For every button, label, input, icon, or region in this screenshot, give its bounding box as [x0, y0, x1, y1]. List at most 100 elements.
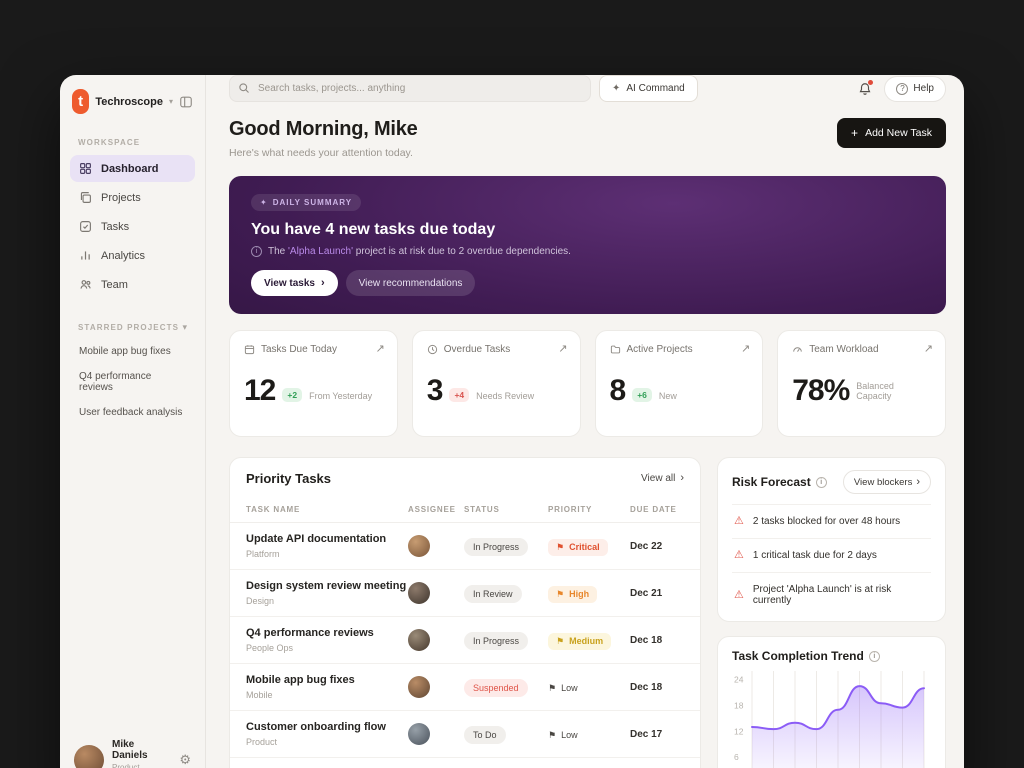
risk-item: ⚠ 2 tasks blocked for over 48 hours [732, 504, 931, 538]
warning-icon: ⚠ [734, 515, 744, 527]
sidebar-item-label: Dashboard [101, 162, 159, 175]
status-badge: In Progress [464, 537, 529, 556]
starred-project-item[interactable]: User feedback analysis [79, 407, 183, 418]
sidebar-item-dashboard[interactable]: Dashboard [70, 155, 195, 182]
sidebar-item-label: Tasks [101, 220, 130, 233]
table-row[interactable]: Q4 performance reviews People Ops In Prog… [230, 617, 700, 664]
add-task-label: Add New Task [865, 127, 932, 139]
avatar [408, 723, 430, 745]
notification-dot [868, 79, 874, 85]
risk-item: ⚠ 1 critical task due for 2 days [732, 538, 931, 572]
question-icon: ? [896, 82, 909, 95]
svg-text:24: 24 [734, 675, 744, 685]
gear-icon[interactable]: ⚙ [179, 752, 191, 767]
view-tasks-button[interactable]: View tasks › [251, 270, 338, 296]
trend-chart: 24 18 12 6 [734, 671, 925, 768]
due-date: Dec 21 [630, 587, 663, 599]
clock-icon [427, 344, 438, 355]
team-icon [79, 278, 92, 291]
due-date: Dec 22 [630, 540, 663, 552]
sidebar-item-analytics[interactable]: Analytics [70, 242, 195, 269]
status-badge: In Review [464, 584, 522, 603]
due-date: Dec 18 [630, 681, 663, 693]
sidebar-item-tasks[interactable]: Tasks [70, 213, 195, 240]
external-arrow-icon[interactable]: ↗ [558, 343, 568, 355]
table-row[interactable]: Security audit preparation In Progress ⚑… [230, 758, 700, 768]
sidebar-item-label: Team [101, 278, 128, 291]
table-row[interactable]: Customer onboarding flow Product To Do ⚑ L… [230, 711, 700, 758]
avatar [408, 582, 430, 604]
search-input[interactable] [229, 75, 591, 102]
external-arrow-icon[interactable]: ↗ [375, 343, 385, 355]
tasks-card-title: Priority Tasks [246, 471, 332, 486]
chevron-right-icon: › [680, 472, 684, 484]
col-due-date: DUE DATE [630, 505, 677, 514]
chevron-down-icon[interactable]: ▾ [182, 322, 187, 332]
stat-caption: From Yesterday [309, 391, 373, 401]
external-arrow-icon[interactable]: ↗ [923, 343, 933, 355]
task-name: Update API documentation [246, 533, 387, 545]
avatar [408, 676, 430, 698]
task-team: Platform [246, 549, 280, 559]
starred-project-item[interactable]: Q4 performance reviews [79, 371, 152, 393]
stat-caption: New [658, 391, 677, 401]
priority-badge: ⚑ Critical [548, 538, 608, 556]
external-arrow-icon[interactable]: ↗ [741, 343, 751, 355]
bell-icon [859, 82, 871, 95]
info-icon: i [868, 650, 880, 662]
page-title: Good Morning, Mike [229, 118, 418, 140]
stat-card-tasks-due: Tasks Due Today ↗ 12 +2 From Yesterday [229, 330, 398, 437]
table-row[interactable]: Update API documentation Platform In Prog… [230, 523, 700, 570]
flag-icon: ⚑ [548, 682, 557, 693]
view-blockers-label: View blockers [853, 476, 913, 488]
col-priority: PRIORITY [548, 505, 593, 514]
main-area: ✦ AI Command ? Help Go [206, 75, 964, 768]
task-team: People Ops [246, 643, 294, 653]
starred-projects-header[interactable]: STARRED PROJECTS ▾ [78, 322, 187, 333]
trend-title: Task Completion Trend [732, 649, 864, 663]
app-name: Techroscope [95, 95, 163, 108]
priority-badge: ⚑ Medium [548, 632, 612, 650]
risk-item-text: 1 critical task due for 2 days [752, 550, 877, 561]
plus-icon: + [851, 126, 859, 140]
badge-label: DAILY SUMMARY [272, 198, 353, 207]
ai-command-button[interactable]: ✦ AI Command [599, 75, 698, 102]
starred-project-item[interactable]: Mobile app bug fixes [79, 346, 171, 357]
workspace-switcher[interactable]: t Techroscope ▾ [70, 87, 195, 118]
table-row[interactable]: Design system review meeting Design In Re… [230, 570, 700, 617]
daily-summary-banner: ✦ DAILY SUMMARY You have 4 new tasks due… [229, 176, 946, 314]
page-subtitle: Here's what needs your attention today. [229, 147, 413, 159]
note-prefix: The [268, 246, 289, 257]
user-role: Product Manager [112, 763, 140, 768]
sidebar-item-team[interactable]: Team [70, 271, 195, 298]
view-recommendations-button[interactable]: View recommendations [345, 270, 476, 296]
notifications-button[interactable] [858, 79, 874, 96]
avatar [408, 535, 430, 557]
view-tasks-label: View tasks [264, 277, 315, 289]
sidebar-item-projects[interactable]: Projects [70, 184, 195, 211]
stat-value: 12 [244, 374, 276, 407]
app-logo: t [72, 89, 90, 114]
info-icon: i [251, 246, 262, 257]
sparkles-icon: ✦ [260, 198, 268, 207]
topbar: ✦ AI Command ? Help [206, 75, 964, 102]
stat-label: Overdue Tasks [443, 344, 511, 355]
help-button[interactable]: ? Help [884, 75, 946, 102]
user-profile[interactable]: Mike Daniels Product Manager ⚙ [70, 731, 195, 768]
ai-command-label: AI Command [626, 83, 685, 94]
stat-card-team-workload: Team Workload ↗ 78% Balanced Capacity [777, 330, 946, 437]
status-badge: In Progress [464, 631, 529, 650]
banner-title: You have 4 new tasks due today [251, 221, 496, 238]
view-all-button[interactable]: View all › [641, 472, 684, 485]
svg-text:6: 6 [734, 752, 739, 762]
task-name: Mobile app bug fixes [246, 674, 355, 686]
table-row[interactable]: Mobile app bug fixes Mobile Suspended ⚑ Lo… [230, 664, 700, 711]
task-team: Product [246, 737, 278, 747]
stat-card-active-projects: Active Projects ↗ 8 +6 New [594, 330, 764, 437]
task-name: Q4 performance reviews [246, 627, 374, 639]
view-blockers-button[interactable]: View blockers › [842, 470, 931, 494]
project-link[interactable]: 'Alpha Launch' [288, 246, 353, 257]
info-icon: i [815, 476, 827, 488]
sidebar-collapse-icon[interactable] [179, 95, 193, 109]
add-new-task-button[interactable]: + Add New Task [837, 118, 946, 148]
